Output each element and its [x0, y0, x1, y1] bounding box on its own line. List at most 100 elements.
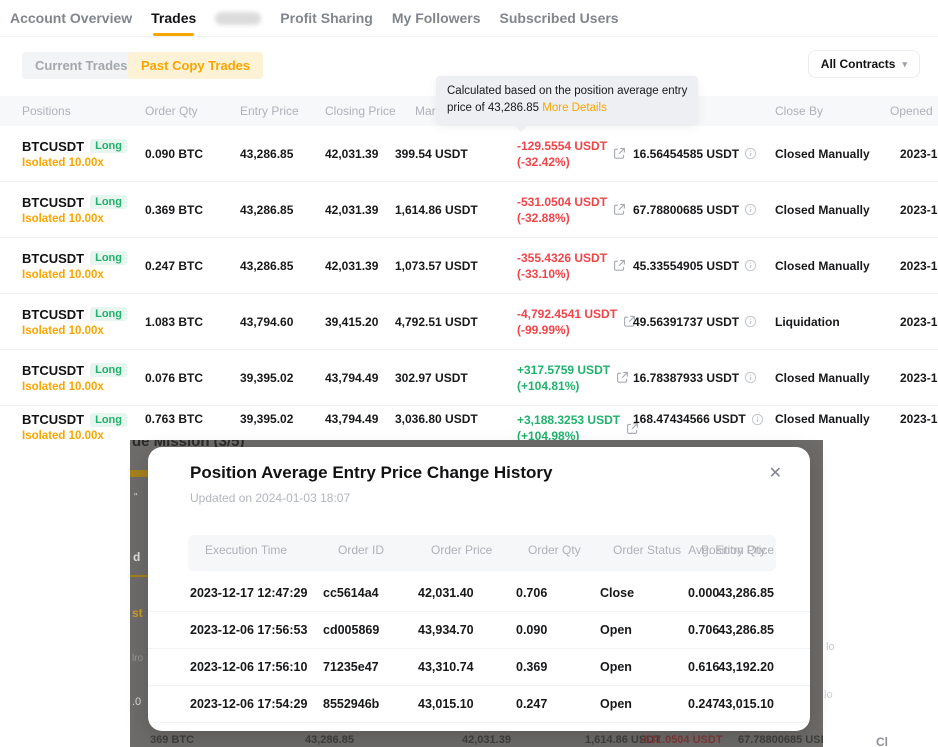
external-link-icon[interactable] — [613, 203, 626, 216]
pnl-percent: (-32.88%) — [517, 210, 570, 225]
order-qty-value: 0.090 BTC — [145, 146, 204, 161]
background-row-fragment: 42,031.39 — [462, 734, 511, 746]
pair-label: BTCUSDT — [22, 138, 85, 154]
pnl-value: -531.0504 USDT — [517, 194, 608, 209]
tab-profit-sharing[interactable]: Profit Sharing — [280, 10, 373, 26]
info-icon[interactable] — [744, 147, 757, 160]
col-execution-time: Execution Time — [205, 543, 288, 557]
fee-cell: 16.78387933 USDT — [633, 371, 757, 385]
col-order-qty: Order Qty — [145, 104, 198, 118]
info-icon[interactable] — [744, 203, 757, 216]
side-badge: Long — [90, 412, 127, 427]
fee-value: 49.56391737 USDT — [633, 314, 740, 329]
col-entry-price: Entry Price — [240, 104, 299, 118]
external-link-icon[interactable] — [626, 422, 639, 435]
close-by-value: Closed Manually — [775, 258, 870, 273]
col-opened: Opened — [890, 104, 933, 118]
table-row: BTCUSDT Long Isolated 10.00x 1.083 BTC 43… — [0, 294, 938, 350]
pnl-percent: (-99.99%) — [517, 322, 570, 337]
external-link-icon[interactable] — [616, 371, 629, 384]
background-text-fragment: lo — [826, 641, 835, 653]
background-text-fragment: Cl — [876, 735, 888, 747]
fee-value: 168.47434566 USDT — [633, 412, 746, 426]
pnl-value: +3,188.3253 USDT — [517, 413, 621, 427]
col-close-by: Close By — [775, 104, 824, 118]
order-qty-value: 0.369 BTC — [145, 202, 204, 217]
col-order-id: Order ID — [338, 543, 385, 557]
pnl-cell: -531.0504 USDT (-32.88%) — [517, 193, 626, 225]
close-icon[interactable]: ✕ — [768, 465, 782, 482]
order-price-value: 43,310.74 — [418, 660, 474, 674]
background-text-fragment: " — [134, 492, 138, 503]
opened-value: 2023-1 — [900, 412, 938, 426]
info-icon[interactable] — [744, 259, 757, 272]
close-by-value: Closed Manually — [775, 412, 870, 426]
tab-trades[interactable]: Trades — [151, 10, 197, 36]
pnl-value: -129.5554 USDT — [517, 138, 608, 153]
table-row: BTCUSDT Long Isolated 10.00x 0.076 BTC 39… — [0, 350, 938, 406]
close-by-value: Closed Manually — [775, 202, 870, 217]
pair-label: BTCUSDT — [22, 194, 85, 210]
chevron-down-icon: ▾ — [902, 58, 907, 69]
position-cell: BTCUSDT Long Isolated 10.00x — [22, 307, 127, 337]
closing-price-value: 42,031.39 — [325, 202, 379, 217]
background-text-fragment: lo — [824, 689, 833, 701]
more-details-link[interactable]: More Details — [542, 102, 607, 115]
past-copy-trades-button[interactable]: Past Copy Trades — [128, 52, 264, 79]
sub-bar: Current Trades Past Copy Trades All Cont… — [0, 48, 938, 80]
closing-price-value: 39,415.20 — [325, 314, 379, 329]
background-text-fragment: .0 — [132, 696, 142, 708]
side-badge: Long — [90, 195, 127, 209]
avg-entry-price-value: 43,015.10 — [718, 697, 774, 711]
info-icon[interactable] — [744, 315, 757, 328]
tooltip-text-line1: Calculated based on the position average… — [447, 85, 688, 97]
redacted-blur — [215, 11, 262, 25]
background-row-fragment: 1,614.86 USDT — [585, 734, 661, 746]
modal-table: 2023-12-17 12:47:29 cc5614a4 42,031.40 0… — [148, 575, 810, 723]
position-qty-value: 0.247 — [688, 697, 720, 711]
tab-subscribed-users[interactable]: Subscribed Users — [499, 10, 619, 26]
table-row: 2023-12-17 12:47:29 cc5614a4 42,031.40 0… — [148, 575, 810, 612]
order-qty-value: 0.076 BTC — [145, 370, 204, 385]
current-trades-button[interactable]: Current Trades — [22, 52, 141, 79]
external-link-icon[interactable] — [623, 315, 636, 328]
entry-price-value: 43,794.60 — [240, 314, 294, 329]
background-line-fragment — [130, 575, 148, 577]
pair-label: BTCUSDT — [22, 362, 85, 378]
margin-mode-label: Isolated 10.00x — [22, 324, 104, 337]
order-status-value: Open — [600, 697, 632, 711]
pnl-cell: -129.5554 USDT (-32.42%) — [517, 137, 626, 169]
contracts-filter-dropdown[interactable]: All Contracts ▾ — [807, 50, 920, 78]
order-qty-value: 0.369 — [516, 660, 548, 674]
external-link-icon[interactable] — [613, 147, 626, 160]
opened-value: 2023-1 — [900, 314, 938, 329]
position-cell: BTCUSDT Long Isolated 10.00x — [22, 251, 127, 281]
tab-my-followers[interactable]: My Followers — [391, 10, 481, 26]
col-order-status: Order Status — [613, 543, 682, 557]
margin-mode-label: Isolated 10.00x — [22, 268, 104, 281]
background-heading-fragment: de Mission (3/5) — [132, 440, 245, 450]
margin-value: 4,792.51 USDT — [395, 314, 478, 329]
pair-label: BTCUSDT — [22, 412, 85, 427]
fee-cell: 67.78800685 USDT — [633, 203, 757, 217]
entry-price-value: 39,395.02 — [240, 412, 294, 426]
external-link-icon[interactable] — [613, 259, 626, 272]
col-position-qty: Position Qty — [701, 543, 766, 557]
pnl-percent: (+104.98%) — [517, 429, 580, 444]
fee-cell: 49.56391737 USDT — [633, 315, 757, 329]
info-icon[interactable] — [751, 413, 764, 426]
table-row: 2023-12-06 17:56:53 cd005869 43,934.70 0… — [148, 612, 810, 649]
fee-value: 45.33554905 USDT — [633, 258, 740, 273]
close-by-value: Closed Manually — [775, 146, 870, 161]
margin-mode-label: Isolated 10.00x — [22, 212, 104, 225]
position-cell: BTCUSDT Long Isolated 10.00x — [22, 195, 127, 225]
order-qty-value: 0.706 — [516, 586, 548, 600]
col-order-qty: Order Qty — [528, 543, 581, 557]
pair-label: BTCUSDT — [22, 250, 85, 266]
col-closing-price: Closing Price — [325, 104, 396, 118]
modal-table-header-band — [188, 535, 776, 571]
position-cell: BTCUSDT Long Isolated 10.00x — [22, 412, 127, 442]
tab-account-overview[interactable]: Account Overview — [10, 10, 133, 26]
info-icon[interactable] — [744, 371, 757, 384]
